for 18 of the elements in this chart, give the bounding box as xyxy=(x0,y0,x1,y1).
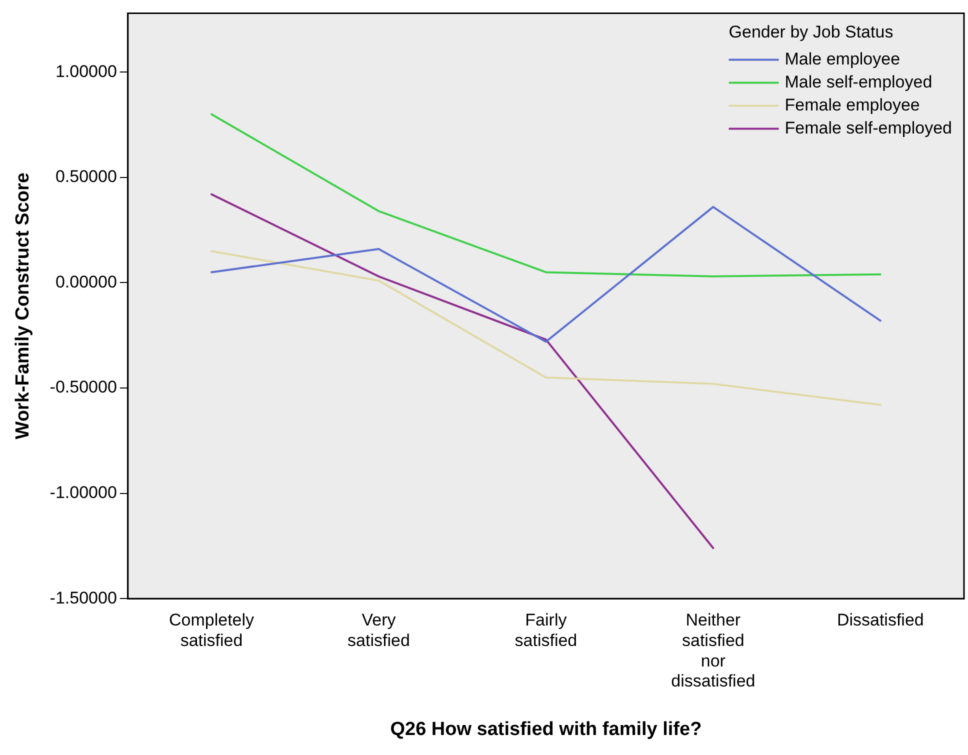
y-tick-label: 0.50000 xyxy=(55,167,117,186)
x-tick-label: Neither satisfied nor dissatisfied xyxy=(671,610,756,691)
legend-title: Gender by Job Status xyxy=(728,22,894,42)
legend-label: Male self-employed xyxy=(784,72,932,92)
x-tick-label: Completely satisfied xyxy=(168,610,255,650)
y-tick-label: -0.50000 xyxy=(50,378,117,397)
y-tick-label: 0.00000 xyxy=(55,272,117,292)
x-tick-label: Fairly satisfied xyxy=(514,610,578,650)
y-axis-title: Work-Family Construct Score xyxy=(12,172,34,440)
x-tick-label: Dissatisfied xyxy=(836,610,924,630)
y-tick-label: 1.00000 xyxy=(55,62,117,81)
legend-label: Female self-employed xyxy=(784,118,952,138)
x-axis-title: Q26 How satisfied with family life? xyxy=(390,718,702,740)
legend-label: Male employee xyxy=(784,49,900,68)
y-tick-label: -1.00000 xyxy=(50,483,117,502)
y-tick-label: -1.50000 xyxy=(50,588,117,608)
x-tick-label: Very satisfied xyxy=(348,610,410,650)
legend-label: Female employee xyxy=(784,95,920,114)
